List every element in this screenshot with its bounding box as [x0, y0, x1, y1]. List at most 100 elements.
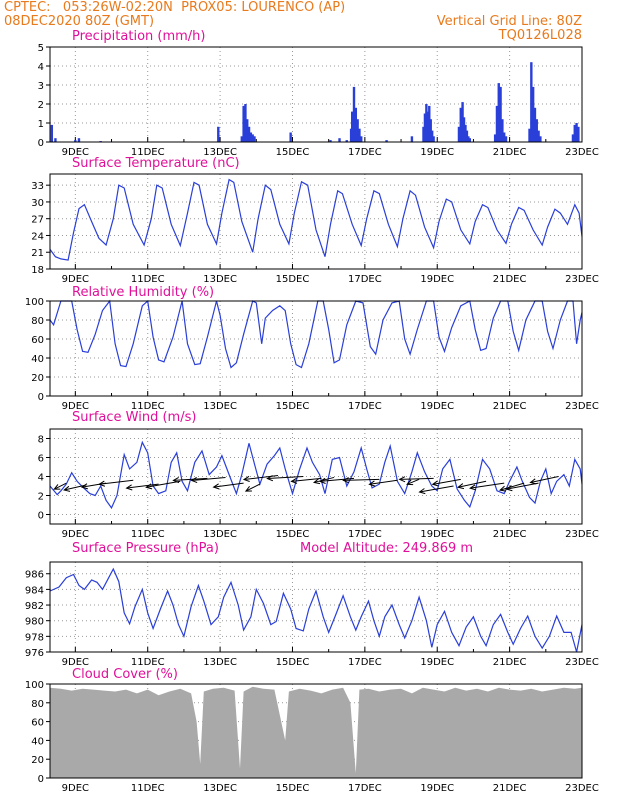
x-tick-label: 15DEC [276, 147, 310, 158]
precip-bar [242, 105, 245, 142]
wind-arrow-head [172, 477, 180, 484]
wind-arrow [64, 484, 87, 491]
precip-bar [462, 117, 466, 142]
precip-bar [504, 136, 508, 142]
wind-arrow-head [318, 477, 326, 484]
y-tick-label: 6 [38, 454, 44, 465]
x-tick-label: 21DEC [493, 401, 527, 412]
precip-bar [217, 126, 220, 142]
precip-bar [240, 136, 244, 142]
panel-title: Relative Humidity (%) [72, 285, 214, 300]
wind-arrow [243, 475, 279, 481]
wind-arrow [267, 476, 304, 479]
precip-bar [528, 128, 531, 142]
x-tick-label: 19DEC [420, 657, 454, 668]
y-tick-label: 2 [38, 100, 44, 111]
x-tick-label: 17DEC [348, 783, 382, 794]
wind-arrow [54, 482, 67, 490]
x-tick-label: 19DEC [420, 783, 454, 794]
panel-title: Cloud Cover (%) [72, 667, 178, 682]
precip-bar [352, 86, 356, 142]
panel-3: 0 2 4 6 8 9DEC 11DEC 13DEC 15DEC 17DEC 19DEC 21DEC 2… [38, 410, 599, 540]
x-tick-label: 21DEC [493, 657, 527, 668]
wind-arrow-head [266, 475, 274, 482]
x-tick-label: 19DEC [420, 529, 454, 540]
precip-bar [539, 136, 542, 142]
y-tick-label: 100 [25, 680, 44, 691]
header-grid-line: Vertical Grid Line: 80Z [436, 14, 582, 29]
panel-frame [49, 561, 583, 653]
precip-bar [457, 126, 461, 142]
precip-bar [354, 107, 358, 142]
panel-title: Surface Wind (m/s) [72, 410, 196, 425]
y-tick-label: 0 [38, 138, 44, 149]
header-model-id: TQ0126L028 [498, 28, 582, 43]
panel-5: 0 20 40 60 80 100 9DEC 11DEC 13DEC 15DEC 17DEC 19DE… [25, 667, 599, 794]
wind-arrow [457, 480, 487, 488]
precip-bar [247, 126, 251, 142]
x-tick-label: 13DEC [203, 657, 237, 668]
y-tick-label: 982 [25, 601, 44, 612]
precip-bar [329, 140, 332, 142]
x-tick-label: 19DEC [420, 147, 454, 158]
wind-arrow-head [398, 476, 406, 483]
x-tick-label: 9DEC [62, 401, 89, 412]
x-tick-label: 19DEC [420, 274, 454, 285]
x-tick-label: 23DEC [565, 529, 599, 540]
precip-bar [251, 134, 254, 142]
x-tick-label: 11DEC [131, 274, 165, 285]
wind-arrow-head [342, 477, 350, 484]
y-tick-label: 20 [31, 373, 44, 384]
precip-bar [495, 105, 499, 142]
y-tick-label: 60 [31, 335, 44, 346]
precip-bar [430, 130, 434, 142]
precip-bar [461, 102, 464, 142]
wind-arrow [432, 478, 461, 485]
x-tick-label: 21DEC [493, 529, 527, 540]
wind-arrow-head [290, 477, 298, 484]
wind-arrow-head [431, 480, 439, 487]
x-tick-label: 23DEC [565, 783, 599, 794]
x-tick-label: 15DEC [276, 657, 310, 668]
wind-arrow [369, 479, 398, 485]
y-tick-label: 40 [31, 354, 44, 365]
x-tick-label: 9DEC [62, 657, 89, 668]
wind-arrow [419, 485, 454, 493]
precip-bar [459, 107, 462, 142]
wind-arrow-head [63, 485, 71, 492]
x-tick-label: 9DEC [62, 147, 89, 158]
precip-bar [423, 113, 427, 142]
wind-arrow-head [406, 479, 414, 486]
x-tick-label: 17DEC [348, 274, 382, 285]
wind-arrow [313, 476, 335, 483]
precip-bar [50, 124, 54, 142]
y-tick-label: 21 [31, 248, 44, 259]
x-tick-label: 23DEC [565, 274, 599, 285]
x-tick-label: 19DEC [420, 401, 454, 412]
y-tick-label: 60 [31, 718, 44, 729]
precip-bar [356, 119, 359, 142]
x-tick-label: 21DEC [493, 147, 527, 158]
wind-arrow [173, 477, 208, 481]
x-tick-label: 15DEC [276, 529, 310, 540]
precip-bar [573, 124, 576, 142]
x-tick-label: 17DEC [348, 529, 382, 540]
precip-bar [428, 105, 431, 142]
x-tick-label: 23DEC [565, 147, 599, 158]
y-tick-label: 4 [38, 473, 44, 484]
wind-arrow-head [53, 484, 61, 490]
y-tick-label: 0 [38, 392, 44, 403]
panel-frame [49, 683, 583, 779]
wind-arrow-head [212, 483, 220, 490]
wind-arrow [530, 476, 559, 483]
precip-bar [468, 138, 472, 142]
x-tick-label: 9DEC [62, 274, 89, 285]
y-tick-label: 40 [31, 736, 44, 747]
precip-bar [253, 136, 256, 142]
panel-2: 0 20 40 60 80 100 9DEC 11DEC 13DEC 15DEC 17DEC 19DE… [25, 285, 599, 412]
y-tick-label: 2 [38, 492, 44, 503]
precip-bar [360, 136, 363, 142]
y-tick-label: 0 [38, 774, 44, 785]
wind-arrow [126, 483, 159, 489]
